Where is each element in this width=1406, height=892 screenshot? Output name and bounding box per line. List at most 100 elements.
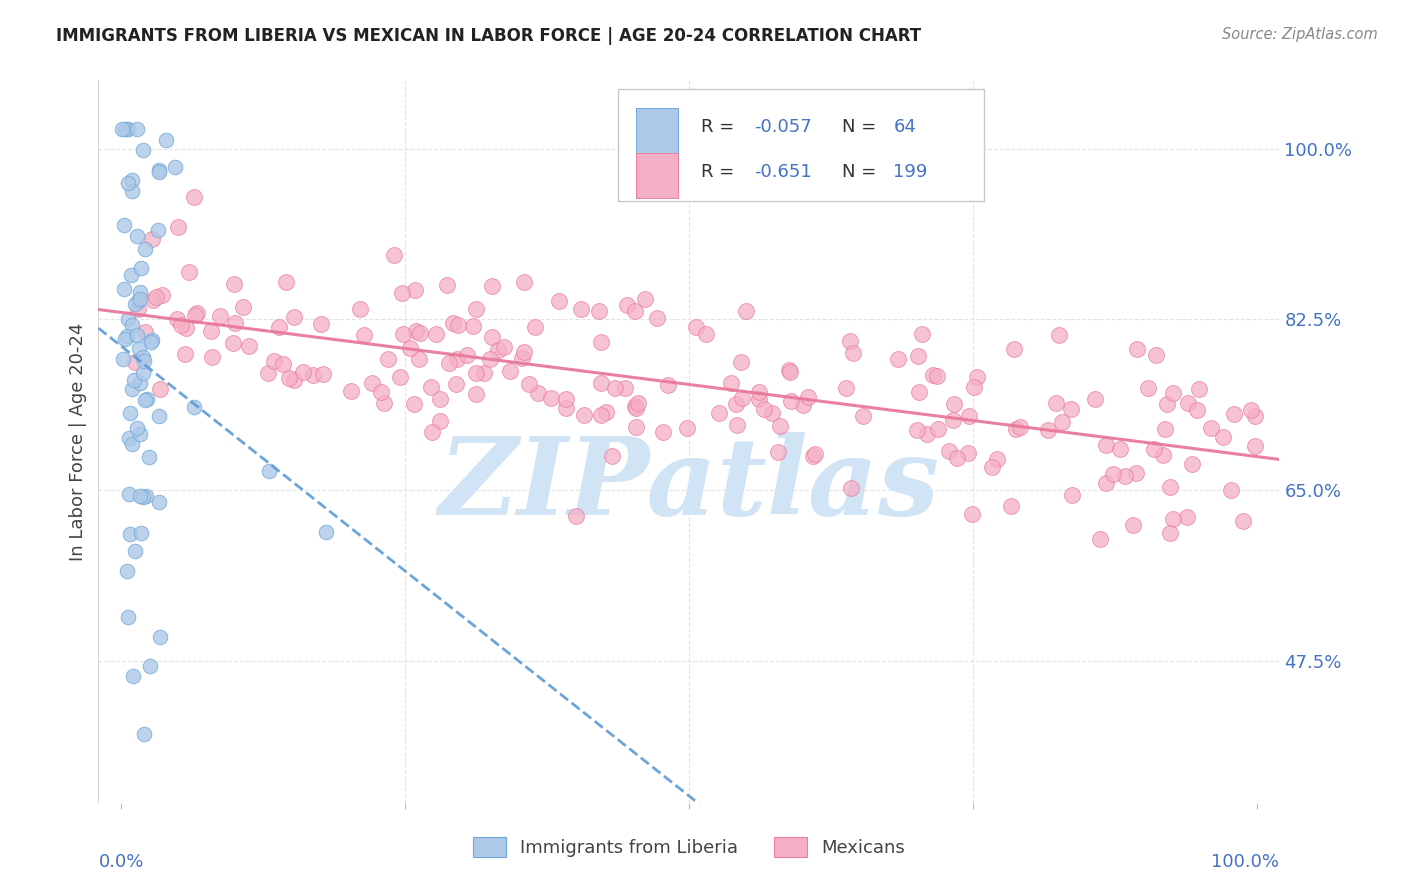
Point	[1005, 422, 1028, 436]
Point	[429, 392, 451, 406]
Point	[127, 301, 149, 316]
Point	[685, 320, 707, 334]
Point	[600, 450, 623, 464]
Point	[555, 401, 578, 415]
Point	[465, 366, 488, 380]
Point	[915, 426, 938, 441]
Point	[429, 414, 451, 428]
Point	[117, 431, 139, 445]
Point	[887, 352, 910, 367]
Point	[591, 409, 613, 423]
Point	[707, 406, 730, 420]
Point	[657, 377, 679, 392]
Point	[908, 384, 931, 399]
Point	[1060, 402, 1083, 417]
Point	[183, 401, 205, 415]
Point	[801, 449, 824, 463]
Point	[263, 354, 285, 368]
Point	[724, 397, 747, 411]
Point	[942, 413, 965, 427]
Point	[120, 527, 142, 541]
Point	[517, 376, 540, 391]
Point	[1152, 448, 1174, 462]
Point	[1125, 466, 1147, 480]
Point	[616, 297, 638, 311]
Point	[149, 630, 172, 644]
Point	[956, 446, 979, 460]
Point	[1144, 348, 1167, 362]
Point	[981, 459, 1004, 474]
Point	[839, 481, 862, 495]
Point	[141, 333, 163, 347]
Point	[797, 390, 820, 404]
Point	[436, 278, 458, 293]
Point	[139, 659, 162, 673]
Point	[388, 370, 411, 384]
Text: N =: N =	[842, 163, 883, 181]
Text: N =: N =	[842, 118, 883, 136]
Point	[927, 422, 949, 436]
Point	[135, 489, 157, 503]
Point	[510, 351, 533, 366]
Point	[148, 409, 170, 423]
Point	[1143, 442, 1166, 457]
Point	[623, 400, 645, 414]
Point	[437, 356, 460, 370]
Point	[446, 351, 468, 366]
Point	[114, 122, 136, 136]
Point	[748, 392, 770, 406]
Point	[1240, 403, 1263, 417]
Point	[486, 343, 509, 358]
Point	[465, 301, 488, 316]
Point	[780, 393, 803, 408]
Y-axis label: In Labor Force | Age 20-24: In Labor Force | Age 20-24	[69, 322, 87, 561]
Point	[779, 365, 801, 379]
Point	[1243, 409, 1265, 423]
Point	[589, 335, 612, 350]
Point	[1126, 342, 1149, 356]
Point	[1047, 328, 1070, 343]
Point	[373, 396, 395, 410]
Point	[405, 325, 427, 339]
Point	[730, 355, 752, 369]
Point	[946, 451, 969, 466]
Point	[1201, 421, 1223, 435]
Point	[125, 421, 148, 435]
Point	[1219, 483, 1241, 497]
Point	[132, 366, 155, 380]
Point	[911, 327, 934, 342]
FancyBboxPatch shape	[636, 108, 678, 153]
Point	[464, 387, 486, 401]
Point	[183, 190, 205, 204]
Point	[942, 397, 965, 411]
Text: 64: 64	[893, 118, 917, 136]
Point	[145, 290, 167, 304]
Point	[128, 341, 150, 355]
Point	[150, 288, 173, 302]
Point	[112, 282, 135, 296]
Point	[124, 297, 146, 311]
Point	[966, 370, 988, 384]
Point	[446, 318, 468, 332]
Point	[402, 397, 425, 411]
Point	[725, 417, 748, 432]
Point	[1088, 532, 1111, 546]
Point	[1038, 423, 1060, 437]
Point	[382, 248, 405, 262]
Point	[134, 242, 156, 256]
Point	[1002, 342, 1025, 356]
Point	[513, 275, 536, 289]
Point	[907, 349, 929, 363]
Point	[842, 345, 865, 359]
Point	[554, 392, 576, 407]
Point	[444, 377, 467, 392]
Point	[1154, 421, 1177, 435]
Point	[905, 423, 928, 437]
Point	[392, 327, 415, 342]
Point	[183, 308, 205, 322]
Point	[695, 326, 717, 341]
Point	[494, 340, 516, 354]
Point	[472, 367, 495, 381]
Point	[127, 328, 149, 343]
Point	[540, 391, 562, 405]
